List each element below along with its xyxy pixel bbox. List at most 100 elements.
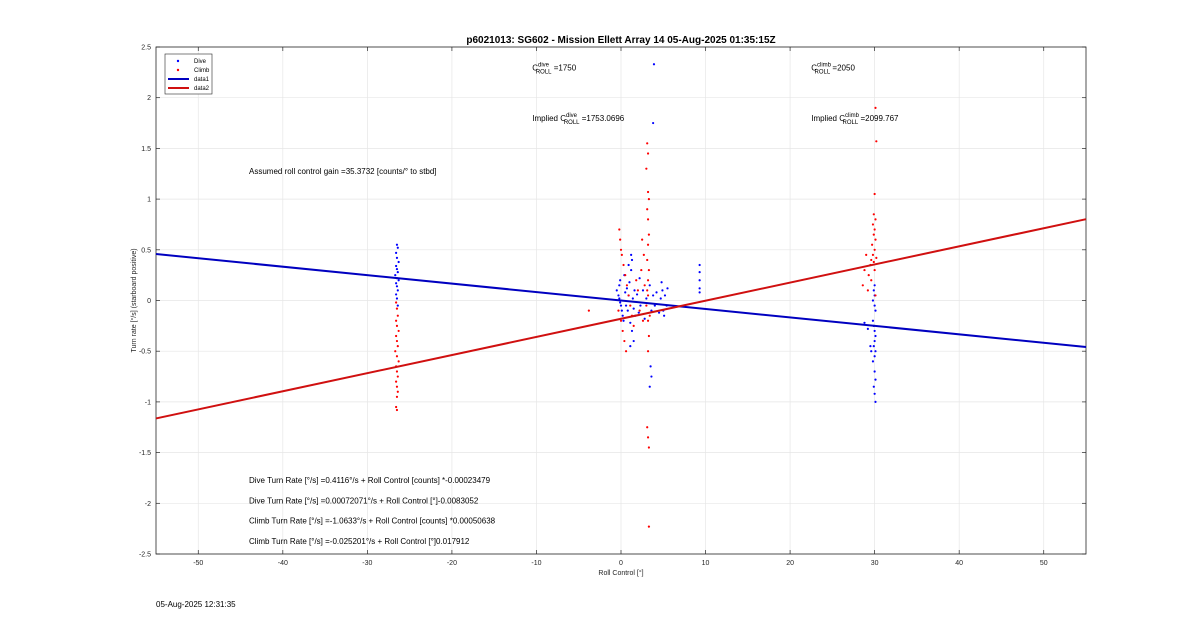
annotation-text: Climb Turn Rate [°/s] =-1.0633°/s + Roll…: [249, 517, 496, 526]
dive-point: [395, 282, 398, 285]
dive-point: [660, 281, 663, 284]
dive-point: [648, 284, 651, 287]
climb-point: [395, 307, 399, 310]
climb-point: [635, 279, 638, 282]
annotation-text: Dive Turn Rate [°/s] =0.00072071°/s + Ro…: [249, 496, 479, 505]
climb-point: [624, 274, 627, 277]
dive-point: [871, 319, 875, 322]
chart-title: p6021013: SG602 - Mission Ellett Array 1…: [466, 35, 775, 46]
climb-point: [870, 258, 873, 262]
climb-point: [617, 309, 620, 312]
climb-point: [624, 350, 628, 353]
x-tick-label: -40: [278, 560, 288, 567]
dive-point: [395, 267, 399, 271]
climb-point: [872, 213, 875, 216]
dive-point: [619, 301, 622, 304]
dive-point: [873, 284, 876, 287]
climb-point: [872, 233, 875, 236]
dive-point: [873, 392, 876, 395]
climb-point: [641, 238, 644, 241]
dive-point: [396, 304, 399, 307]
climb-point: [646, 294, 650, 297]
y-axis-label: Turn rate [°/s] (starboard positive): [130, 248, 138, 352]
climb-point: [647, 233, 651, 236]
y-tick-label: -1: [145, 399, 151, 406]
dive-point: [874, 334, 877, 338]
data1-fit-line: [155, 253, 1087, 349]
climb-point: [646, 319, 650, 322]
dive-point: [661, 289, 664, 292]
dive-point: [874, 309, 877, 312]
dive-point: [633, 289, 636, 292]
dive-point: [622, 319, 625, 322]
x-tick-label: -50: [193, 560, 203, 567]
y-tick-label: -0.5: [139, 349, 151, 356]
dive-point: [652, 121, 655, 125]
y-tick-label: 2.5: [141, 45, 151, 52]
legend-label: Dive: [194, 59, 207, 65]
dive-point: [643, 317, 646, 320]
climb-point: [638, 309, 641, 312]
dive-point: [630, 258, 634, 262]
dive-point: [395, 256, 399, 260]
climb-point: [622, 263, 625, 267]
climb-point: [646, 208, 649, 211]
climb-point: [866, 289, 869, 292]
dive-point: [630, 268, 633, 272]
dive-point: [872, 289, 875, 292]
annotation-text: Implied Cdive ROLL =1753.0696: [532, 113, 625, 126]
climb-point: [874, 106, 877, 109]
data-points: [394, 63, 878, 528]
dive-point: [397, 260, 400, 264]
climb-point: [395, 334, 398, 338]
climb-point: [627, 294, 630, 297]
x-tick-label: 20: [786, 560, 794, 567]
annotations: Cdive ROLL =1750 Cclimb ROLL =2050 Implied C…: [249, 62, 899, 546]
annotation-text: Assumed roll control gain =35.3732 [coun…: [249, 167, 437, 176]
dive-point: [872, 385, 875, 388]
climb-point: [396, 375, 399, 378]
dive-point: [635, 293, 639, 296]
dive-point: [619, 279, 622, 282]
legend-label: Climb: [194, 68, 210, 74]
climb-point: [641, 319, 645, 322]
climb-point: [861, 284, 864, 287]
climb-point: [395, 339, 399, 343]
climb-point: [632, 324, 635, 327]
dive-point: [638, 277, 641, 280]
dive-point: [395, 251, 398, 254]
y-tick-label: -1.5: [139, 450, 151, 457]
fit-lines: [155, 218, 1087, 420]
climb-point: [865, 253, 868, 256]
annotation-text: Dive Turn Rate [°/s] =0.4116°/s + Roll C…: [249, 476, 491, 485]
climb-point: [872, 260, 875, 264]
climb-point: [647, 525, 651, 528]
dive-point: [629, 321, 632, 324]
climb-point: [874, 238, 877, 241]
dive-point: [397, 279, 400, 282]
dive-point: [650, 375, 653, 378]
dive-point: [874, 350, 877, 353]
dive-point: [628, 281, 631, 284]
dive-point: [645, 297, 648, 300]
dive-point: [663, 314, 666, 317]
legend-marker: [176, 59, 180, 63]
dive-point: [639, 304, 642, 307]
dive-point: [698, 271, 701, 274]
climb-point: [395, 405, 398, 409]
y-tick-label: 0: [147, 298, 151, 305]
axis-ticks: -50 -40 -30 -20 -10 0 10 20 30 40 50-2.5-2-1.5-1-0…: [139, 45, 1086, 567]
climb-point: [646, 279, 650, 282]
y-tick-label: -2.5: [139, 552, 151, 559]
legend-marker: [176, 68, 180, 72]
climb-point: [618, 228, 621, 231]
climb-point: [646, 190, 650, 194]
dive-point: [626, 309, 629, 312]
climb-point: [623, 339, 626, 343]
y-tick-label: 0.5: [141, 247, 151, 254]
x-tick-label: 10: [702, 560, 710, 567]
climb-point: [395, 324, 399, 327]
climb-point: [870, 279, 873, 282]
y-tick-label: -2: [145, 501, 151, 508]
